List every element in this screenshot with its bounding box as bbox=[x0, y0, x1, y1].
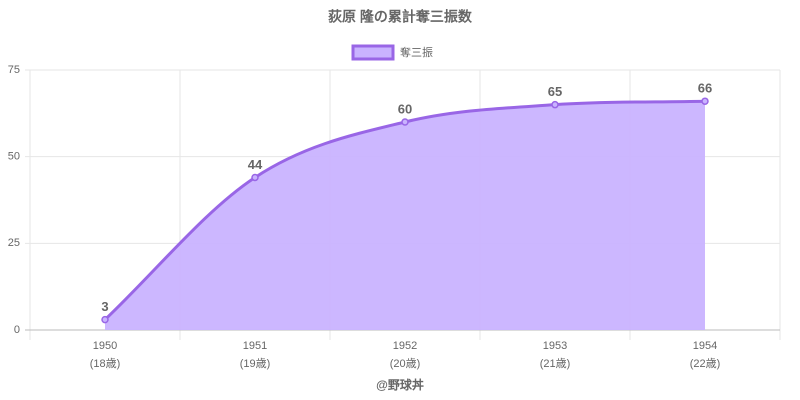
footer: @野球丼 bbox=[376, 377, 424, 392]
data-label: 44 bbox=[248, 157, 263, 172]
point bbox=[101, 315, 109, 324]
point bbox=[251, 173, 259, 182]
data-label: 66 bbox=[698, 81, 712, 96]
data-label: 60 bbox=[398, 101, 412, 116]
x-tick-label: 1954 bbox=[693, 340, 717, 352]
data-label: 65 bbox=[548, 84, 562, 99]
x-tick-label: 1950 bbox=[93, 340, 117, 352]
x-tick-label: 1952 bbox=[393, 340, 417, 352]
area bbox=[105, 101, 705, 330]
data-label: 3 bbox=[101, 299, 108, 314]
point bbox=[401, 118, 409, 126]
x-tick-sublabel: (19歳) bbox=[240, 357, 271, 370]
y-tick-label: 25 bbox=[8, 237, 20, 249]
legend-label: 奪三振 bbox=[400, 45, 433, 59]
x-tick-sublabel: (18歳) bbox=[90, 357, 121, 370]
y-tick-label: 50 bbox=[8, 151, 20, 163]
y-tick-label: 0 bbox=[14, 324, 20, 336]
x-tick-sublabel: (22歳) bbox=[690, 357, 721, 370]
chart-title: 荻原 隆の累計奪三振数 bbox=[328, 9, 473, 25]
x-tick-label: 1953 bbox=[543, 340, 567, 352]
y-tick-label: 75 bbox=[8, 64, 20, 76]
point bbox=[551, 100, 559, 109]
legend-swatch bbox=[351, 44, 395, 61]
x-tick-sublabel: (20歳) bbox=[390, 357, 421, 370]
point bbox=[701, 97, 709, 105]
x-tick-sublabel: (21歳) bbox=[540, 357, 571, 370]
x-tick-label: 1951 bbox=[243, 340, 267, 352]
